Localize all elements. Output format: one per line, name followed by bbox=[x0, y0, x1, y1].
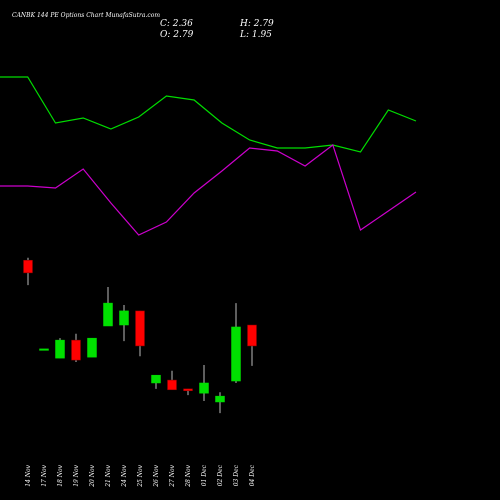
chart-title: CANBK 144 PE Options Chart MunafaSutra.c… bbox=[12, 12, 160, 19]
x-tick-label: 14 Nov bbox=[25, 464, 32, 486]
candle-body bbox=[87, 337, 97, 358]
x-tick-label: 26 Nov bbox=[153, 464, 160, 487]
candle-body bbox=[39, 348, 49, 351]
candle-body bbox=[55, 339, 65, 359]
candle-body bbox=[247, 324, 257, 347]
x-tick-label: 20 Nov bbox=[89, 464, 96, 487]
x-tick-label: 18 Nov bbox=[57, 464, 64, 486]
ohlc-open: O: 2.79 bbox=[160, 30, 194, 40]
x-tick-label: 04 Dec bbox=[249, 464, 256, 486]
x-tick-label: 24 Nov bbox=[121, 464, 128, 487]
candle-body bbox=[71, 339, 81, 361]
indicator-line bbox=[0, 76, 417, 153]
x-tick-label: 03 Dec bbox=[233, 464, 240, 486]
x-tick-label: 25 Nov bbox=[137, 464, 144, 487]
candle-body bbox=[119, 310, 129, 326]
candle-body bbox=[231, 326, 241, 382]
x-tick-label: 17 Nov bbox=[41, 464, 48, 486]
x-tick-label: 27 Nov bbox=[169, 464, 176, 487]
indicator-line bbox=[0, 144, 417, 236]
candle-body bbox=[103, 302, 113, 327]
x-tick-label: 01 Dec bbox=[201, 464, 208, 486]
x-tick-label: 02 Dec bbox=[217, 464, 224, 486]
candle-body bbox=[183, 388, 193, 392]
ohlc-close: C: 2.36 bbox=[160, 19, 193, 29]
ohlc-low: L: 1.95 bbox=[239, 30, 272, 40]
candle-body bbox=[167, 379, 177, 391]
candle-body bbox=[135, 310, 145, 347]
candle-body bbox=[23, 259, 33, 274]
candle-body bbox=[199, 382, 209, 394]
x-tick-label: 19 Nov bbox=[73, 464, 80, 486]
candle-body bbox=[151, 374, 161, 384]
candle-body bbox=[215, 395, 225, 403]
x-tick-label: 21 Nov bbox=[105, 464, 112, 487]
x-tick-label: 28 Nov bbox=[185, 464, 192, 487]
ohlc-high: H: 2.79 bbox=[239, 19, 274, 29]
